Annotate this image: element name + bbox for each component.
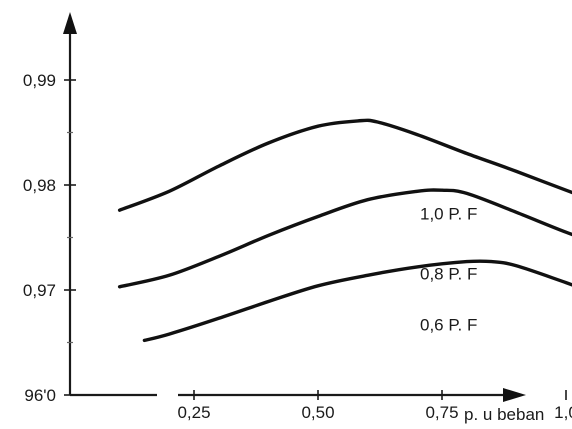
x-ticks: 0,250,500,751,01,25: [177, 390, 572, 422]
y-tick-label: 0,97: [23, 281, 56, 300]
series-label: 0,6 P. F: [420, 316, 477, 335]
series-labels: 1,0 P. F 0,8 P. F 0,6 P. F: [420, 204, 477, 334]
x-axis: [70, 388, 526, 402]
series-line: [117, 118, 572, 212]
x-axis-arrow: [503, 388, 526, 402]
x-tick-label: 0,50: [301, 403, 334, 422]
x-axis-label: p. u beban: [464, 405, 544, 424]
minor-marks: [67, 131, 73, 344]
y-ticks: 96'0 0,97 0,98 0,99: [23, 71, 76, 405]
y-tick-label: 96'0: [24, 386, 56, 405]
y-axis: [63, 12, 77, 395]
y-tick-label: 0,98: [23, 176, 56, 195]
x-tick-label: 0,75: [425, 403, 458, 422]
y-tick-label: 0,99: [23, 71, 56, 90]
series-label: 1,0 P. F: [420, 204, 477, 223]
series-line: [117, 188, 572, 289]
x-tick-label: 1,0: [554, 403, 572, 422]
x-tick-label: 0,25: [177, 403, 210, 422]
y-axis-arrow: [63, 12, 77, 34]
series-curves: [117, 118, 572, 343]
series-line: [142, 259, 572, 343]
series-label: 0,8 P. F: [420, 264, 477, 283]
